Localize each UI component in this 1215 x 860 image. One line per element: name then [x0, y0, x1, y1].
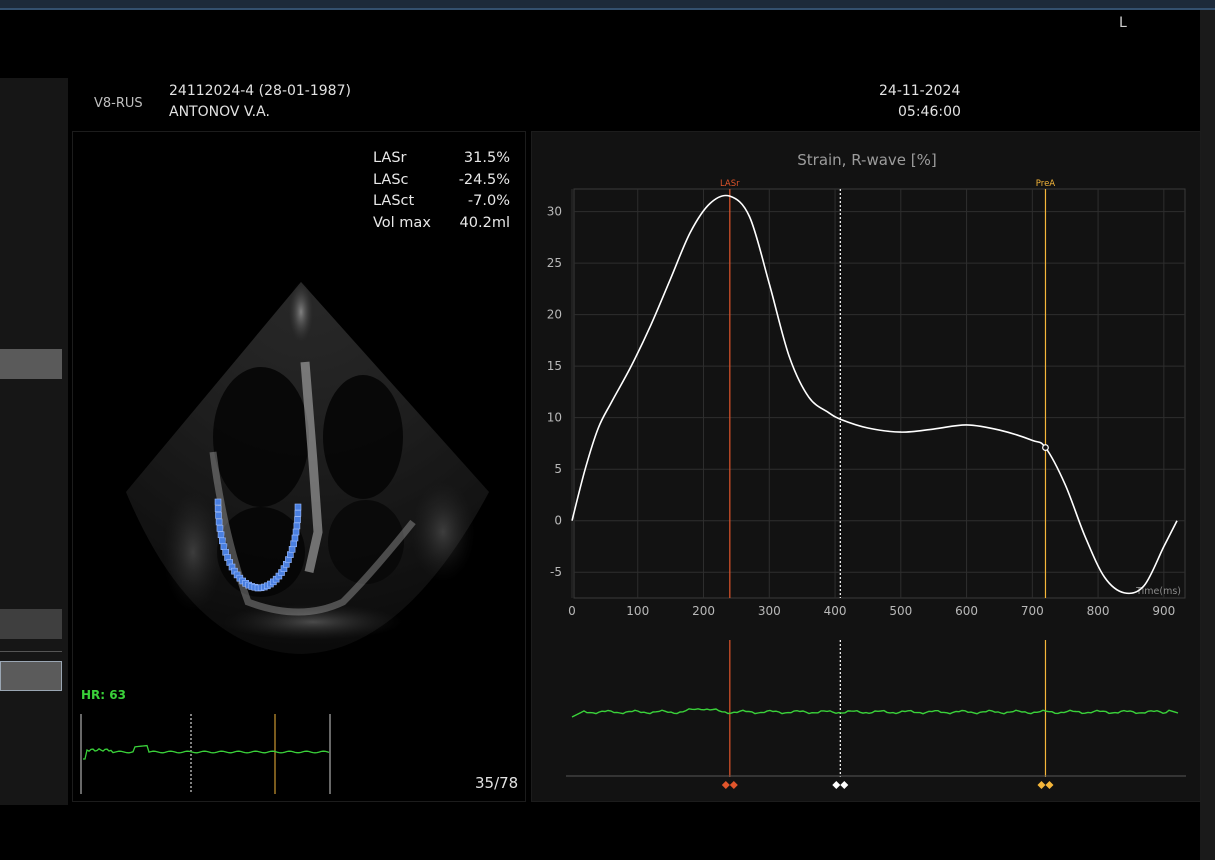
- x-tick-label: 400: [824, 604, 847, 618]
- plot-frame: [573, 188, 1186, 599]
- tracking-point: [290, 540, 297, 548]
- measurement-row: LASct -7.0%: [373, 191, 510, 213]
- measurements-table: LASr 31.5% LASc -24.5% LASct -7.0% Vol m…: [373, 148, 510, 234]
- x-tick-label: 300: [758, 604, 781, 618]
- side-divider: [0, 651, 62, 652]
- ecg-strip-frame: [81, 714, 331, 794]
- x-tick-label: 200: [692, 604, 715, 618]
- y-tick-label: 25: [547, 256, 562, 270]
- y-tick-label: 10: [547, 411, 562, 425]
- tracking-point: [214, 498, 222, 506]
- septum: [300, 361, 323, 573]
- heart-rate: HR: 63: [81, 688, 126, 702]
- x-tick-label: 900: [1152, 604, 1175, 618]
- right-edge-strip: [1200, 10, 1215, 860]
- x-tick-label: 700: [1021, 604, 1044, 618]
- tracking-point: [288, 546, 296, 553]
- measurement-label: LASc: [373, 171, 409, 188]
- left-control-panel: [0, 78, 68, 805]
- measurement-value: -7.0%: [467, 193, 510, 209]
- y-tick-label: -5: [550, 565, 562, 579]
- tracking-point: [216, 525, 224, 532]
- y-tick-label: 15: [547, 359, 562, 373]
- measurement-value: 40.2ml: [459, 214, 510, 231]
- left-ventricle-cavity: [213, 367, 309, 507]
- tracking-point: [220, 543, 228, 550]
- tracking-point: [293, 522, 301, 530]
- tracking-point: [294, 503, 302, 511]
- system-model: V8-RUS: [94, 96, 143, 111]
- prea-point: [1042, 444, 1049, 451]
- marker-label: LASr: [720, 179, 740, 189]
- measurement-value: -24.5%: [458, 171, 510, 188]
- measurement-label: LASct: [373, 193, 415, 209]
- x-tick-label: 600: [955, 604, 978, 618]
- y-tick-label: 30: [547, 205, 562, 219]
- x-tick-label: 800: [1087, 604, 1110, 618]
- measurement-value: 31.5%: [463, 150, 510, 166]
- patient-id: 24112024-4 (28-01-1987): [169, 83, 351, 99]
- marker-handle: [832, 781, 849, 789]
- ecg-trace: [571, 708, 1179, 718]
- measurement-label: Vol max: [373, 214, 431, 231]
- measurement-label: LASr: [373, 150, 407, 166]
- strain-chart[interactable]: 0 100 200 300 400 500 600 700 800 900 -5 0 5 10 15 20 25…: [532, 132, 1202, 803]
- tracking-points: [214, 498, 302, 592]
- marker-label: PreA: [1036, 179, 1056, 189]
- x-tick-label: 500: [889, 604, 912, 618]
- tracking-point: [291, 534, 299, 542]
- x-tick-label: 100: [626, 604, 649, 618]
- marker-handle: [721, 781, 738, 789]
- cine-frame-counter: 35/78: [475, 774, 519, 792]
- tracking-point: [294, 510, 302, 517]
- tracking-point: [219, 537, 226, 545]
- right-ventricle-cavity: [323, 375, 403, 499]
- side-button-1[interactable]: [0, 349, 62, 379]
- y-tick-label: 5: [554, 462, 562, 476]
- measurement-row: Vol max 40.2ml: [373, 213, 510, 235]
- marker-handle: [1037, 781, 1054, 789]
- y-tick-label: 20: [547, 308, 562, 322]
- echo-image: [80, 282, 489, 794]
- right-atrium-cavity: [328, 500, 404, 584]
- side-button-3[interactable]: [0, 661, 62, 691]
- exam-date: 24-11-2024: [879, 83, 961, 99]
- tracking-point: [294, 516, 301, 523]
- ecg-mini-trace: [83, 744, 330, 760]
- ultrasound-image-panel: LASr 31.5% LASc -24.5% LASct -7.0% Vol m…: [72, 131, 526, 802]
- side-button-2[interactable]: [0, 609, 62, 639]
- tracking-point: [215, 518, 223, 526]
- tracking-point: [217, 531, 225, 539]
- measurement-row: LASc -24.5%: [373, 170, 510, 192]
- x-axis-label: Time(ms): [1135, 586, 1181, 597]
- top-border: [0, 0, 1215, 10]
- chart-title: Strain, R-wave [%]: [797, 151, 937, 169]
- y-tick-label: 0: [554, 514, 562, 528]
- exam-time: 05:46:00: [898, 104, 961, 120]
- patient-name: ANTONOV V.A.: [169, 104, 270, 120]
- orientation-mark: L: [1119, 15, 1127, 31]
- tracking-point: [215, 512, 222, 519]
- measurement-row: LASr 31.5%: [373, 148, 510, 170]
- tracking-point: [292, 528, 300, 536]
- strain-curve: [571, 194, 1178, 595]
- x-tick-label: 0: [568, 604, 576, 618]
- tracking-point: [214, 505, 222, 513]
- strain-chart-panel: Strain, R-wave [%] 0 100 200 300 400 500 600 70…: [531, 131, 1201, 802]
